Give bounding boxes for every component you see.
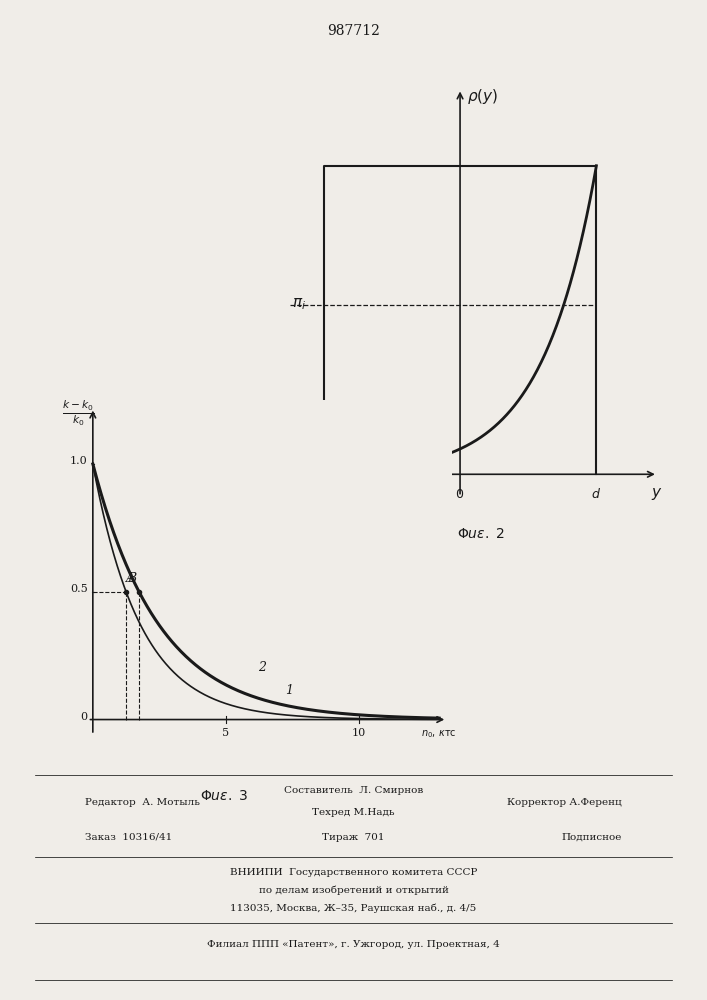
Text: $\rho(y)$: $\rho(y)$ <box>467 87 498 106</box>
Text: 987712: 987712 <box>327 24 380 38</box>
Text: $n_0,\,\kappa\mathrm{тс}$: $n_0,\,\kappa\mathrm{тс}$ <box>421 728 457 740</box>
Text: 2: 2 <box>258 661 266 674</box>
Text: 0.5: 0.5 <box>70 584 88 594</box>
Text: Подписное: Подписное <box>562 833 622 842</box>
Text: Корректор А.Ференц: Корректор А.Ференц <box>508 798 622 807</box>
Text: $0$: $0$ <box>455 488 464 501</box>
Text: 0: 0 <box>81 712 88 722</box>
Text: $-d$: $-d$ <box>313 487 334 501</box>
Text: $\pi_i$: $\pi_i$ <box>293 297 306 312</box>
Text: по делам изобретений и открытий: по делам изобретений и открытий <box>259 886 448 895</box>
Text: ВНИИПИ  Государственного комитета СССР: ВНИИПИ Государственного комитета СССР <box>230 868 477 877</box>
Text: Тираж  701: Тираж 701 <box>322 833 385 842</box>
Text: Составитель  Л. Смирнов: Составитель Л. Смирнов <box>284 786 423 795</box>
Text: $\Phi u\varepsilon.\ 3$: $\Phi u\varepsilon.\ 3$ <box>200 788 249 802</box>
Text: Техред М.Надь: Техред М.Надь <box>312 808 395 817</box>
Text: 5: 5 <box>223 728 230 738</box>
Text: Заказ  10316/41: Заказ 10316/41 <box>85 833 172 842</box>
Text: 10: 10 <box>352 728 366 738</box>
Text: $y$: $y$ <box>651 486 662 502</box>
Text: $d$: $d$ <box>592 487 602 501</box>
Text: $\frac{k-k_0}{k_0}$: $\frac{k-k_0}{k_0}$ <box>62 399 95 428</box>
Text: 1.0: 1.0 <box>70 456 88 466</box>
Text: B: B <box>127 572 136 585</box>
Text: 113035, Москва, Ж–35, Раушская наб., д. 4/5: 113035, Москва, Ж–35, Раушская наб., д. … <box>230 904 477 913</box>
Text: Филиал ППП «Патент», г. Ужгород, ул. Проектная, 4: Филиал ППП «Патент», г. Ужгород, ул. Про… <box>207 940 500 949</box>
Text: Редактор  А. Мотыль: Редактор А. Мотыль <box>85 798 199 807</box>
Text: A: A <box>126 572 134 585</box>
Text: 1: 1 <box>285 684 293 697</box>
Text: $\Phi u\varepsilon.\ 2$: $\Phi u\varepsilon.\ 2$ <box>457 527 506 541</box>
